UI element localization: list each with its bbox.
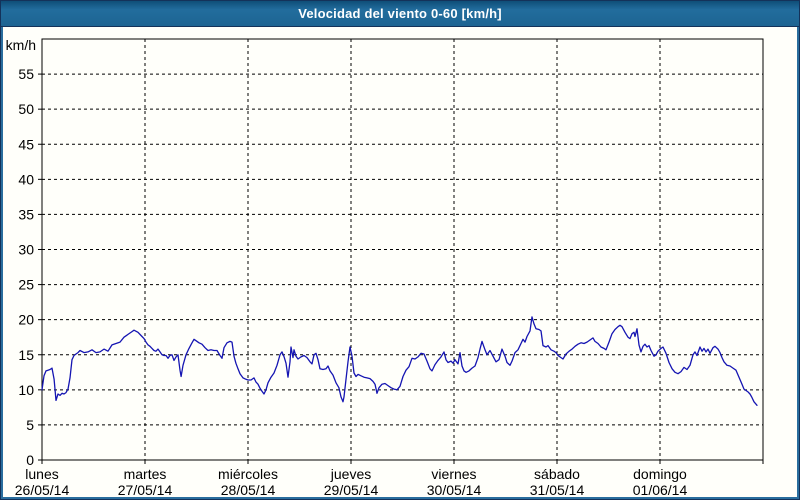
y-tick-label: 55 [18, 66, 34, 82]
x-day-date-label: 29/05/14 [324, 482, 379, 498]
y-tick-label: 50 [18, 101, 34, 117]
y-tick-label: 10 [18, 382, 34, 398]
chart-title-bar: Velocidad del viento 0-60 [km/h] [0, 0, 800, 27]
y-axis-unit-label: km/h [6, 37, 36, 53]
x-day-name-label: sábado [534, 466, 580, 482]
x-day-name-label: miércoles [218, 466, 278, 482]
y-tick-label: 35 [18, 206, 34, 222]
x-day-date-label: 31/05/14 [530, 482, 585, 498]
x-day-date-label: 26/05/14 [15, 482, 70, 498]
y-tick-label: 25 [18, 277, 34, 293]
x-day-name-label: domingo [633, 466, 687, 482]
chart-title: Velocidad del viento 0-60 [km/h] [298, 6, 502, 21]
x-day-date-label: 28/05/14 [221, 482, 276, 498]
x-day-date-label: 27/05/14 [118, 482, 173, 498]
x-day-name-label: martes [124, 466, 167, 482]
axis-ticks [38, 73, 764, 464]
x-day-date-label: 30/05/14 [427, 482, 482, 498]
x-day-date-label: 01/06/14 [633, 482, 688, 498]
gridlines [42, 39, 763, 460]
x-day-name-label: jueves [330, 466, 371, 482]
y-tick-label: 20 [18, 312, 34, 328]
y-tick-label: 0 [26, 452, 34, 468]
y-tick-label: 15 [18, 347, 34, 363]
plot-border [41, 38, 764, 461]
y-tick-label: 5 [26, 417, 34, 433]
wind-speed-series-line [41, 316, 758, 406]
x-day-name-label: viernes [431, 466, 476, 482]
y-tick-label: 45 [18, 136, 34, 152]
y-tick-label: 30 [18, 242, 34, 258]
x-day-name-label: lunes [25, 466, 58, 482]
y-tick-label: 40 [18, 171, 34, 187]
